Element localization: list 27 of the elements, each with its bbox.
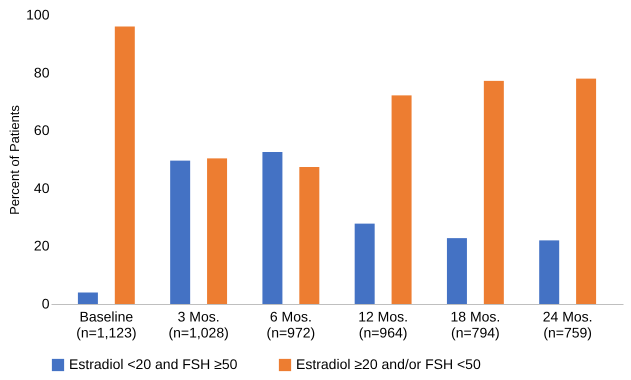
y-tick-label: 20 xyxy=(34,238,50,254)
bar xyxy=(576,78,596,304)
bar xyxy=(78,292,98,304)
x-tick-label: Baseline (n=1,123) xyxy=(76,308,137,340)
bar xyxy=(484,80,504,304)
y-tick-label: 100 xyxy=(26,6,50,22)
x-tick-label: 24 Mos. (n=759) xyxy=(542,308,593,340)
bar xyxy=(299,167,320,304)
x-tick-label: 3 Mos. (n=1,028) xyxy=(168,308,229,340)
bar xyxy=(262,152,282,304)
y-tick-label: 80 xyxy=(34,64,50,80)
bar xyxy=(207,158,228,304)
bar xyxy=(354,224,375,304)
legend-label: Estradiol ≥20 and/or FSH <50 xyxy=(296,356,481,372)
x-tick-label: 6 Mos. (n=972) xyxy=(266,308,316,340)
y-tick-label: 60 xyxy=(34,122,50,138)
y-tick-label: 40 xyxy=(34,180,50,196)
y-tick-label: 0 xyxy=(42,296,50,312)
x-tick-label: 18 Mos. (n=794) xyxy=(450,308,500,340)
y-axis-title: Percent of Patients xyxy=(7,104,22,215)
legend-label: Estradiol <20 and FSH ≥50 xyxy=(69,356,238,372)
bar xyxy=(114,26,135,304)
x-tick-label: 12 Mos. (n=964) xyxy=(358,308,408,340)
bar xyxy=(446,238,467,304)
bar xyxy=(539,240,560,304)
bar xyxy=(392,95,412,304)
bar xyxy=(170,160,190,304)
